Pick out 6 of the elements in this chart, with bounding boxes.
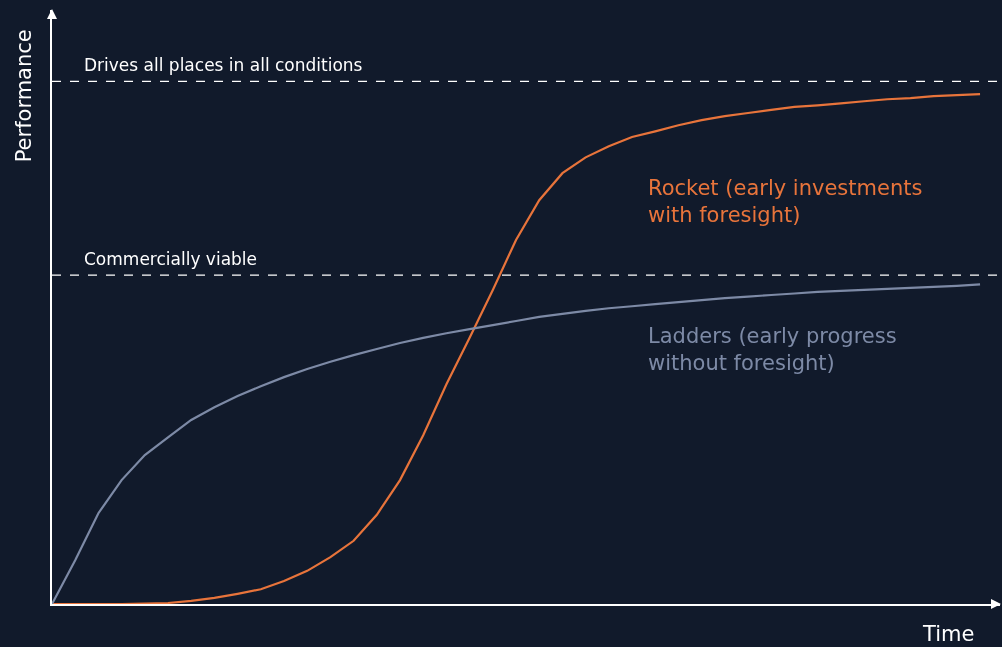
ref-line-label: Commercially viable <box>84 249 258 269</box>
x-axis-title: Time <box>922 622 975 646</box>
y-axis-title: Performance <box>11 29 36 163</box>
ref-line-label: Drives all places in all conditions <box>84 55 363 75</box>
series-label: Ladders (early progress without foresight) <box>648 324 897 376</box>
series-label: Rocket (early investments with foresight) <box>648 176 923 228</box>
